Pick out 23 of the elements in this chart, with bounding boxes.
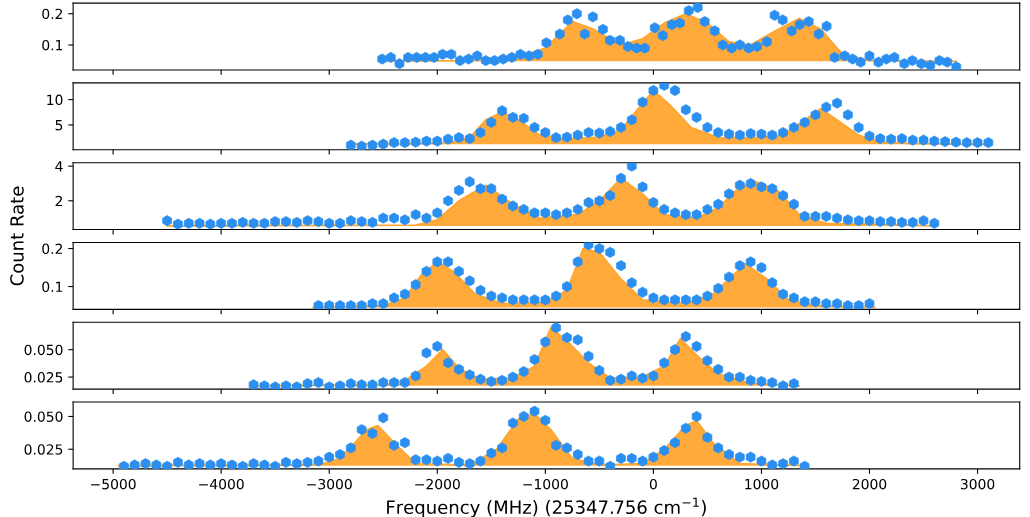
x-axis-title: Frequency (MHz) (25347.756 cm$^{−1}$) <box>387 497 706 517</box>
y-tick-label: 0.025 <box>24 372 63 383</box>
y-tick-label: 2 <box>55 195 63 207</box>
y-tick-label: 0.2 <box>42 8 63 20</box>
y-axis-title: Count Rate <box>10 186 24 286</box>
y-tick-label: 0.1 <box>42 281 63 293</box>
x-tick-label: 1000 <box>745 478 779 490</box>
y-tick-label: 0.050 <box>24 411 63 422</box>
y-tick-label: 0.1 <box>42 39 63 51</box>
x-tick-label: 3000 <box>960 478 995 490</box>
y-tick-label: 0.2 <box>42 243 63 255</box>
y-tick-label: 10 <box>47 94 63 106</box>
y-tick-label: 4 <box>55 161 63 172</box>
y-tick-label: 0.025 <box>24 444 63 455</box>
x-tick-label: 2000 <box>852 478 887 490</box>
x-tick-label: −3000 <box>307 478 352 490</box>
x-tick-label: −5000 <box>91 478 136 490</box>
x-tick-label: 0 <box>649 478 657 490</box>
y-tick-label: 5 <box>55 120 63 131</box>
x-tick-label: −4000 <box>199 478 244 490</box>
y-tick-label: 0.050 <box>24 344 63 356</box>
x-tick-label: −1000 <box>523 478 568 490</box>
x-tick-label: −2000 <box>415 478 460 490</box>
